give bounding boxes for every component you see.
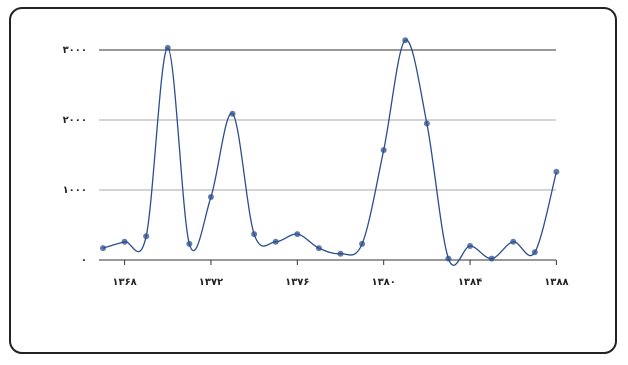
marker: [359, 240, 366, 247]
marker: [402, 37, 409, 44]
marker: [423, 120, 430, 127]
y-tick-label: ۱۰۰۰: [63, 185, 87, 196]
marker: [337, 250, 344, 257]
y-tick-label: ۰: [81, 255, 87, 266]
marker: [186, 240, 193, 247]
marker: [164, 44, 171, 51]
x-tick-label: ۱۳۸۸: [544, 277, 568, 288]
marker: [488, 255, 495, 262]
x-tick-label: ۱۳۸۴: [458, 277, 482, 288]
marker: [380, 147, 387, 154]
y-tick-label: ۲۰۰۰: [63, 115, 87, 126]
x-tick-label: ۱۳۷۲: [199, 277, 223, 288]
marker: [531, 249, 538, 256]
frame: [9, 7, 617, 354]
marker: [207, 194, 214, 200]
marker: [445, 255, 452, 262]
marker: [251, 231, 258, 238]
x-tick-label: ۱۳۷۶: [285, 277, 309, 288]
marker: [553, 168, 560, 175]
marker: [272, 238, 279, 245]
marker: [510, 238, 517, 245]
x-tick-label: ۱۳۸۰: [371, 277, 395, 288]
marker: [229, 110, 236, 117]
y-tick-label: ۳۰۰۰: [63, 45, 87, 56]
marker: [143, 233, 150, 240]
marker: [294, 231, 301, 238]
x-tick-label: ۱۳۶۸: [112, 277, 136, 288]
marker: [121, 238, 128, 245]
marker: [315, 245, 322, 252]
marker: [467, 243, 474, 249]
marker: [100, 245, 106, 252]
